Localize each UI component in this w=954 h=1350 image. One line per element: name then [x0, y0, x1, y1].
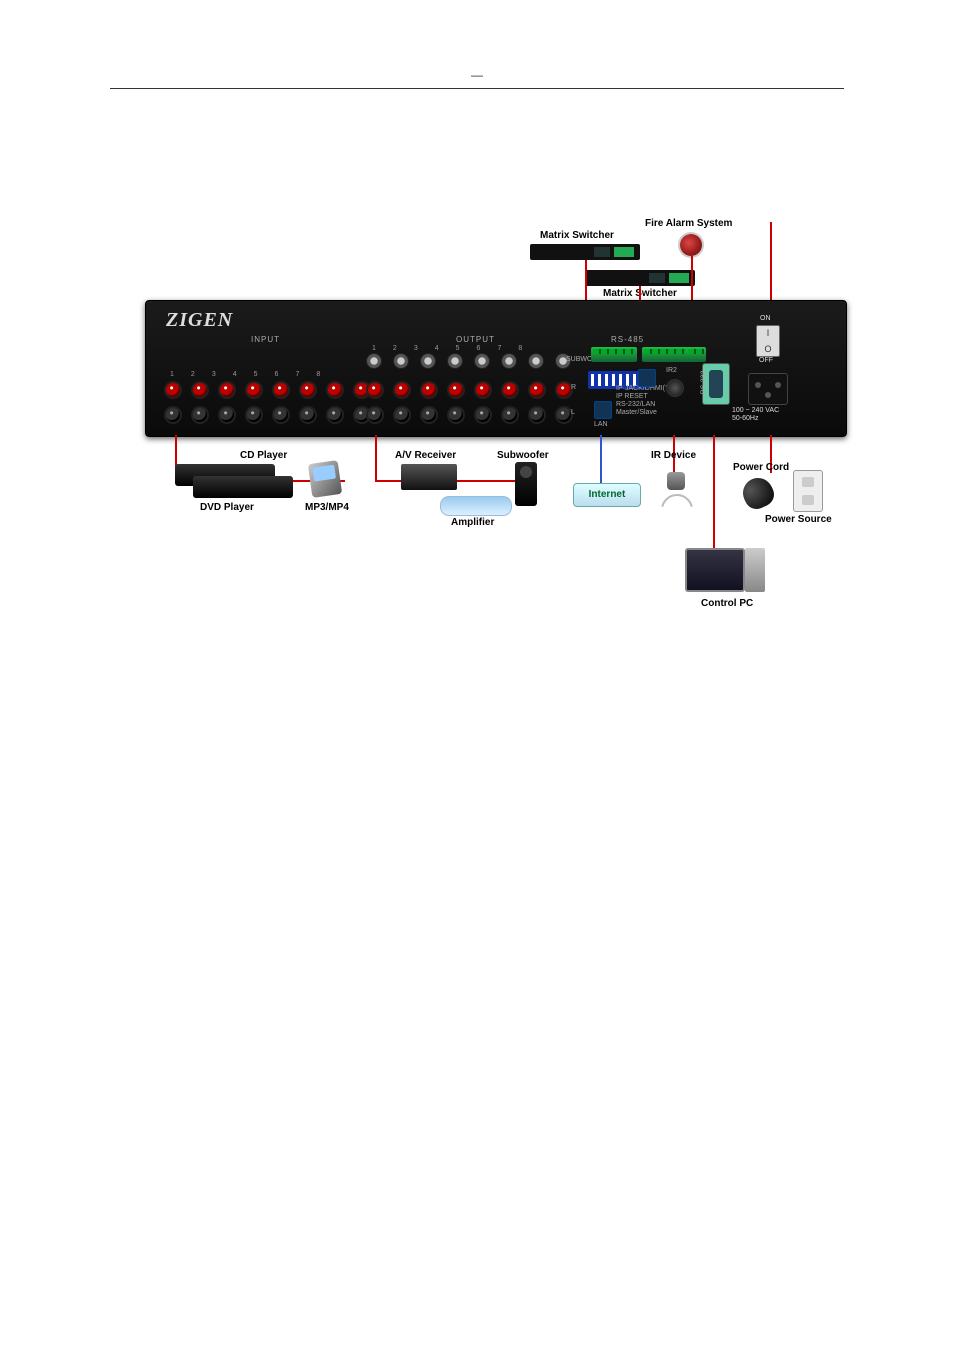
- fire-alarm-icon: [680, 234, 702, 256]
- lead-output: [375, 435, 377, 480]
- subwoofer-label: Subwoofer: [497, 450, 549, 461]
- rs485-port-1: [591, 347, 637, 362]
- internet-bubble: Internet: [573, 483, 641, 507]
- amplifier-label: Amplifier: [451, 517, 494, 528]
- mp3-icon: [308, 460, 342, 498]
- lan-port: [594, 401, 612, 419]
- connection-diagram: Matrix Switcher Matrix Switcher Fire Ala…: [145, 200, 845, 630]
- rs485-label: RS-485: [611, 335, 644, 344]
- power-cord-label: Power Cord: [733, 462, 789, 473]
- wifi-icon: [661, 494, 689, 512]
- subwoofer-icon: [515, 462, 537, 506]
- power-outlet-icon: [793, 470, 823, 512]
- input-rca-bottom: [164, 406, 371, 424]
- dvd-player-label: DVD Player: [200, 502, 254, 513]
- lead-power-top: [770, 222, 772, 312]
- ir-device-icon: [667, 472, 685, 490]
- dvd-player-icon: [193, 476, 293, 498]
- matrix-switcher-icon: [530, 244, 640, 260]
- output-subwoofer-row: [366, 353, 571, 369]
- power-switch[interactable]: [756, 325, 780, 357]
- config-port: [638, 369, 656, 387]
- control-pc-tower: [745, 548, 765, 592]
- input-channel-numbers: 12345678: [170, 371, 320, 378]
- cd-player-label: CD Player: [240, 450, 287, 461]
- lan-label: LAN: [594, 421, 608, 428]
- lead-rs232: [713, 435, 715, 565]
- off-label: OFF: [759, 357, 773, 364]
- av-receiver-icon: [401, 464, 457, 490]
- rs232-label: RS-232: [700, 371, 707, 395]
- page: — Matrix Switcher Matrix Switcher Fire A…: [0, 0, 954, 1350]
- matrix-switcher-icon-2: [585, 270, 695, 286]
- iec-power-inlet: [748, 373, 788, 405]
- ir2-label: IR2: [666, 367, 677, 374]
- amplifier-icon: [440, 496, 512, 516]
- control-pc-label: Control PC: [701, 598, 753, 609]
- mp3-label: MP3/MP4: [305, 502, 349, 513]
- output-channel-numbers: 12345678: [372, 345, 522, 352]
- power-cord-icon: [738, 473, 778, 513]
- output-rca-bottom: [366, 406, 573, 424]
- output-r-label: R: [571, 384, 576, 391]
- output-rca-top: [366, 381, 573, 399]
- ir-device-label: IR Device: [651, 450, 696, 461]
- rs485-port-fire: [686, 347, 706, 362]
- brand-logo: ZIGEN: [166, 309, 233, 332]
- mode-switch-legend: IP·JACK/DHMI(?) IP RESET RS-232/LAN Mast…: [616, 385, 671, 417]
- fire-alarm-label: Fire Alarm System: [645, 218, 732, 229]
- device-chassis: ZIGEN INPUT OUTPUT RS-485 12345678 12345…: [145, 300, 847, 437]
- rs485-port-2: [642, 347, 688, 362]
- av-receiver-label: A/V Receiver: [395, 450, 456, 461]
- header-rule: [110, 88, 844, 89]
- input-rca-top: [164, 381, 371, 399]
- power-spec-label: 100 ~ 240 VAC 50-60Hz: [732, 407, 779, 423]
- matrix-switcher-label-1: Matrix Switcher: [540, 230, 614, 241]
- page-number: —: [0, 68, 954, 82]
- ir2-port: [666, 379, 684, 397]
- input-group-label: INPUT: [251, 335, 280, 344]
- on-label: ON: [760, 315, 771, 322]
- output-l-label: L: [571, 409, 575, 416]
- lead-lan: [600, 435, 602, 490]
- control-pc-monitor: [685, 548, 745, 592]
- output-group-label: OUTPUT: [456, 335, 495, 344]
- power-source-label: Power Source: [765, 514, 832, 525]
